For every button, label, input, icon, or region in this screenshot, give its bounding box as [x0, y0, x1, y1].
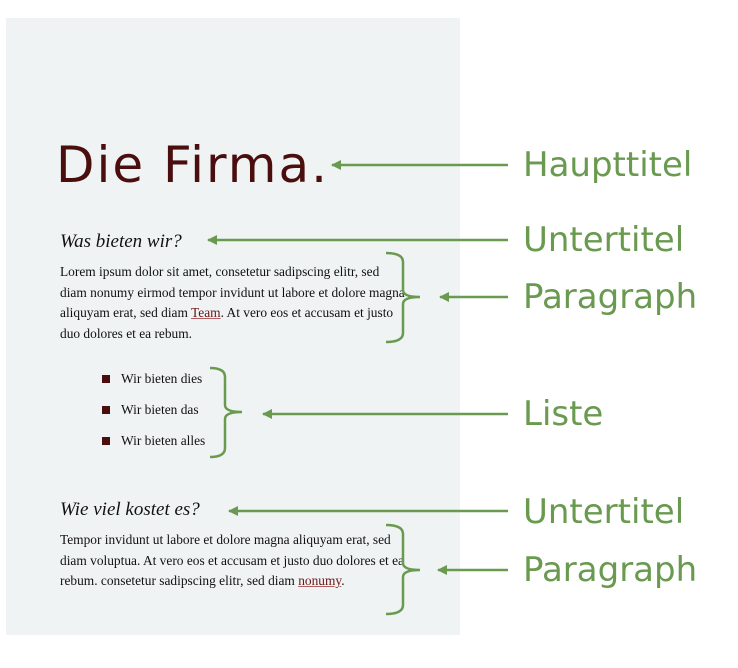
bullet-icon	[102, 437, 110, 445]
list-item-label: Wir bieten alles	[121, 433, 206, 448]
bullet-list: Wir bieten dies Wir bieten das Wir biete…	[102, 369, 205, 462]
label-haupttitel: Haupttitel	[523, 145, 693, 185]
section-heading-2: Wie viel kostet es?	[60, 499, 200, 520]
paragraph-1-text: Lorem ipsum dolor sit amet, consetetur s…	[60, 264, 405, 321]
list-item: Wir bieten dies	[102, 369, 205, 400]
label-paragraph-2: Paragraph	[523, 550, 698, 590]
brace-liste	[209, 366, 243, 459]
label-untertitel-1: Untertitel	[523, 220, 685, 260]
paragraph-2-text-end: .	[341, 573, 345, 589]
team-link[interactable]: Team	[191, 305, 221, 321]
label-liste: Liste	[523, 394, 604, 434]
page-title: Die Firma.	[56, 136, 329, 194]
paragraph-1: Lorem ipsum dolor sit amet, consetetur s…	[60, 262, 405, 345]
bullet-icon	[102, 406, 110, 414]
paragraph-1-text-end: . At vero eos et accusam et justo duo do…	[60, 305, 394, 342]
paragraph-2-text: Tempor invidunt ut labore et dolore magn…	[60, 532, 404, 589]
list-item-label: Wir bieten das	[121, 402, 199, 417]
list-item-label: Wir bieten dies	[121, 371, 203, 386]
section-heading-1: Was bieten wir?	[60, 231, 182, 252]
nonumy-link[interactable]: nonumy	[298, 573, 342, 589]
label-paragraph-1: Paragraph	[523, 277, 698, 317]
list-item: Wir bieten das	[102, 400, 205, 431]
brace-paragraph-1	[385, 251, 421, 344]
document-page	[6, 18, 460, 635]
label-untertitel-2: Untertitel	[523, 492, 685, 532]
brace-paragraph-2	[385, 523, 421, 616]
list-item: Wir bieten alles	[102, 431, 205, 462]
bullet-icon	[102, 375, 110, 383]
paragraph-2: Tempor invidunt ut labore et dolore magn…	[60, 530, 405, 592]
